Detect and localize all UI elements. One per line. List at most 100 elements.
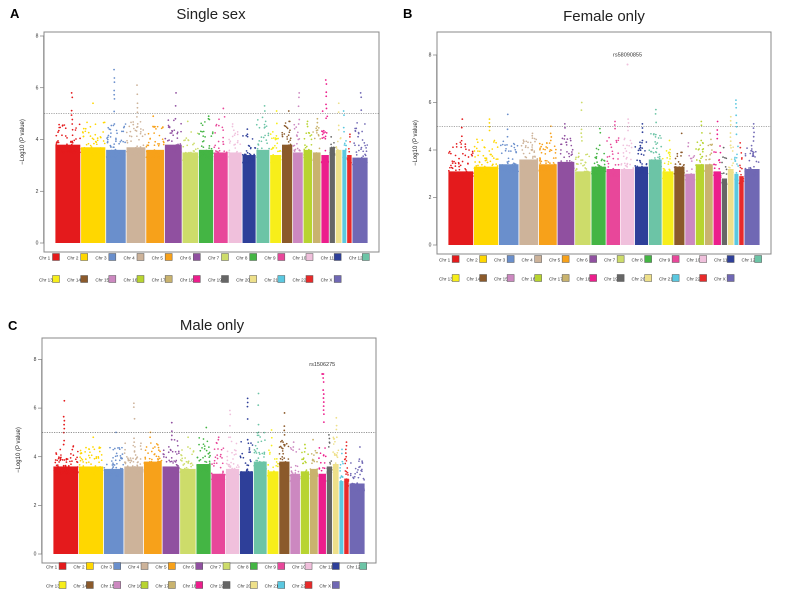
snp-point — [213, 448, 216, 451]
legend-label: Chr 2 — [73, 565, 85, 570]
chromosome-chr-16 — [303, 120, 313, 243]
snp-point — [612, 167, 615, 170]
snp-point — [79, 137, 81, 140]
snp-point — [81, 472, 84, 475]
legend-label: Chr 11 — [321, 256, 335, 261]
snp-point — [233, 469, 236, 471]
dense-snp-block — [606, 169, 621, 245]
snp-point — [591, 171, 593, 173]
snp-point — [257, 434, 260, 437]
legend-label: Chr 18 — [577, 277, 591, 282]
legend-item: Chr 12 — [742, 255, 762, 263]
snp-point — [176, 440, 179, 442]
snp-point — [357, 469, 359, 471]
snp-point — [546, 146, 549, 149]
snp-point — [343, 114, 345, 117]
snp-point — [113, 110, 116, 113]
snp-point — [115, 466, 118, 469]
snp-point — [345, 144, 347, 147]
snp-point — [134, 446, 136, 448]
snp-point — [275, 461, 278, 463]
snp-point — [465, 170, 468, 173]
snp-point — [216, 442, 218, 445]
snp-point — [541, 167, 544, 170]
snp-point — [55, 464, 58, 467]
snp-point — [238, 466, 240, 468]
snp-point — [339, 156, 341, 159]
snp-point — [606, 160, 609, 163]
snp-point — [264, 126, 266, 128]
snp-point — [286, 138, 289, 140]
snp-point — [472, 172, 474, 175]
snp-point — [345, 444, 348, 447]
snp-point — [255, 452, 258, 454]
snp-point — [79, 452, 82, 455]
snp-point — [297, 105, 300, 108]
snp-point — [561, 137, 564, 140]
snp-point — [253, 451, 256, 454]
snp-point — [342, 152, 345, 155]
snp-point — [283, 433, 286, 436]
snp-point — [539, 148, 541, 151]
snp-point — [740, 173, 742, 176]
snp-point — [513, 146, 516, 149]
snp-point — [451, 162, 454, 165]
snp-point — [58, 126, 61, 129]
snp-point — [102, 153, 104, 156]
snp-point — [667, 163, 670, 165]
dense-snp-block — [228, 152, 242, 243]
snp-point — [615, 141, 618, 144]
snp-point — [152, 125, 154, 128]
snp-point — [656, 142, 659, 144]
snp-point — [57, 470, 59, 473]
snp-point — [263, 123, 266, 126]
snp-point — [521, 149, 524, 151]
snp-point — [482, 170, 485, 172]
snp-point — [231, 135, 234, 138]
snp-point — [540, 145, 543, 148]
snp-point — [302, 457, 305, 459]
snp-point — [469, 172, 471, 175]
y-axis-label: −Log10 (P value) — [20, 119, 26, 165]
dense-snp-block — [335, 149, 342, 243]
snp-point — [312, 158, 315, 160]
snp-point — [757, 172, 760, 175]
snp-point — [669, 148, 671, 151]
snp-point — [116, 462, 118, 465]
snp-point — [246, 397, 249, 400]
snp-point — [568, 163, 570, 166]
legend-swatch — [195, 581, 203, 589]
snp-point — [540, 168, 543, 171]
legend-label: Chr 19 — [208, 278, 222, 283]
snp-point — [652, 165, 654, 168]
snp-point — [220, 155, 223, 158]
chromosome-chr-5 — [538, 125, 557, 245]
snp-point — [194, 154, 197, 157]
snp-point — [303, 150, 306, 153]
snp-point — [95, 150, 98, 152]
snp-point — [191, 473, 193, 476]
snp-point — [735, 133, 738, 136]
plot-frame — [436, 31, 772, 255]
legend-label: Chr 5 — [152, 256, 164, 261]
snp-point — [699, 161, 702, 163]
snp-point — [330, 147, 333, 149]
legend-item: Chr 18 — [577, 274, 597, 282]
snp-point — [212, 152, 214, 155]
chromosome-chr-7 — [574, 101, 591, 245]
snp-point — [67, 465, 70, 467]
snp-point — [354, 486, 357, 489]
snp-point — [581, 139, 583, 142]
snp-point — [309, 473, 312, 475]
snp-point — [725, 157, 728, 160]
chromosome-chr-x — [349, 446, 366, 554]
legend-item: Chr 12 — [347, 562, 367, 570]
snp-point — [175, 463, 178, 466]
legend-label: Chr 3 — [101, 565, 113, 570]
snp-point — [61, 150, 63, 152]
snp-point — [237, 157, 240, 160]
snp-point — [731, 175, 733, 177]
snp-point — [133, 437, 135, 440]
snp-point — [217, 147, 220, 150]
snp-point — [752, 127, 755, 130]
